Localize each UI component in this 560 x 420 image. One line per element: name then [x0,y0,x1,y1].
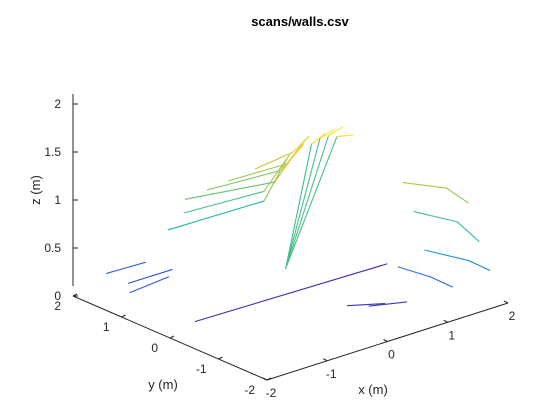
scan-segment-12 [456,221,480,242]
scan-segment-8 [285,137,321,270]
scan-segment-15 [106,261,146,274]
scan-segment-6 [292,135,310,153]
z-tick-label: 1.5 [44,145,61,159]
scan-segment-2 [263,154,290,192]
y-axis-label: y (m) [148,377,178,392]
y-tick-mark [169,335,175,339]
x-axis-label: x (m) [358,382,388,397]
scan-segment-11 [445,187,469,204]
x-tick-mark [262,377,268,381]
scan-segment-1 [167,200,265,231]
scan-segment-18 [346,302,386,307]
scan-rays [106,126,491,323]
x-tick-label: -1 [326,367,337,381]
scan-segment-17 [129,276,170,294]
scan-segment-8 [319,129,335,139]
scan-segment-2 [183,190,265,214]
z-tick-label: 0 [54,289,61,303]
scan-segment-14 [430,276,454,288]
y-tick-label: 1 [103,320,110,334]
scan-segment-1 [263,158,288,202]
x-tick-label: -2 [266,386,277,400]
y-tick-label: 2 [54,299,61,313]
scan-segment-7 [285,143,313,270]
y-tick-label: -2 [244,383,255,397]
scan-segment-10 [336,134,354,138]
scan-segment-9 [285,134,330,270]
y-tick-label: -1 [196,362,207,376]
x-tick-label: 2 [509,309,516,323]
y-tick-label: 0 [151,341,158,355]
scan-segment-4 [206,169,282,191]
x-tick-label: 0 [388,348,395,362]
scan-segment-6 [254,151,294,170]
scan-segment-12 [413,211,458,223]
scan-segment-13 [467,259,491,271]
scan-segment-9 [327,126,343,137]
x-tick-mark [383,339,388,342]
scan-segment-14 [397,266,432,278]
axes-box [72,94,509,381]
x-tick-mark [323,358,328,362]
scan-segment-0 [194,263,388,323]
z-tick-label: 0.5 [44,241,61,255]
scan-segment-3 [184,181,276,200]
scan-segment-5 [286,138,307,165]
x-tick-mark [503,300,509,304]
chart-title: scans/walls.csv [251,14,349,29]
scan-segment-19 [368,301,408,307]
y-tick-mark [72,293,78,297]
z-tick-label: 2 [54,97,61,111]
z-tick-group: 0 0.5 1 1.5 2 [44,97,78,303]
scan-segment-11 [402,182,447,189]
y-tick-mark [218,356,223,360]
scan-segment-10 [285,135,338,270]
x-tick-label: 1 [448,328,455,342]
x-tick-group: -2 -1 0 1 2 [262,300,516,400]
y-tick-group: -2 -1 0 1 2 [54,293,272,397]
scan-segment-13 [424,249,469,261]
z-axis-label: z (m) [28,175,43,205]
y-tick-mark [266,377,272,381]
y-tick-mark [121,314,126,318]
x-tick-mark [443,319,448,323]
scan-segment-7 [311,133,327,145]
scan-segment-5 [228,163,288,182]
scan-segment-16 [128,268,173,284]
z-tick-label: 1 [54,193,61,207]
